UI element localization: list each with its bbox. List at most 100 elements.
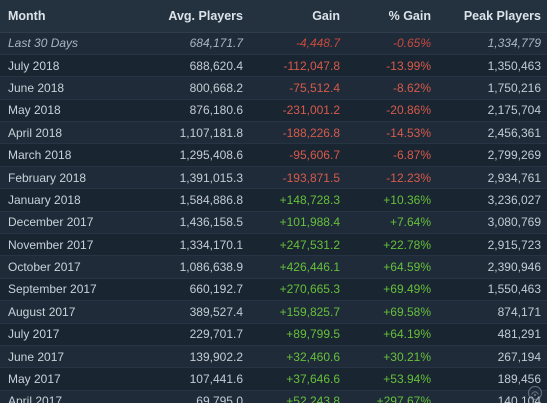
cell-avg-players: 1,391,015.3 bbox=[145, 166, 249, 190]
header-percent-gain[interactable]: % Gain bbox=[346, 0, 437, 33]
table-row: February 2018 1,391,015.3 -193,871.5 -12.23… bbox=[0, 166, 547, 190]
cell-peak-players: 267,194 bbox=[437, 345, 547, 369]
cell-avg-players: 229,701.7 bbox=[145, 323, 249, 346]
table-row: May 2017 107,441.6 +37,646.6 +53.94% 189,456 bbox=[0, 367, 547, 391]
cell-percent-gain: -20.86% bbox=[346, 99, 437, 123]
header-peak-players[interactable]: Peak Players bbox=[437, 0, 547, 33]
cell-peak-players: 2,934,761 bbox=[437, 166, 547, 190]
cell-gain: -75,512.4 bbox=[249, 76, 346, 100]
cell-month: June 2017 bbox=[0, 345, 145, 369]
cell-gain: -112,047.8 bbox=[249, 54, 346, 78]
table-row: April 2018 1,107,181.8 -188,226.8 -14.53% 2,… bbox=[0, 121, 547, 145]
table-body: Last 30 Days 684,171.7 -4,448.7 -0.65% 1,334… bbox=[0, 32, 547, 403]
cell-avg-players: 139,902.2 bbox=[145, 345, 249, 369]
header-avg-players[interactable]: Avg. Players bbox=[145, 0, 249, 33]
cell-avg-players: 660,192.7 bbox=[145, 278, 249, 302]
cell-gain: +32,460.6 bbox=[249, 345, 346, 369]
cell-month: September 2017 bbox=[0, 278, 145, 302]
cell-gain: -188,226.8 bbox=[249, 121, 346, 145]
cell-percent-gain: +69.58% bbox=[346, 300, 437, 324]
cell-percent-gain: +10.36% bbox=[346, 188, 437, 212]
table-row: June 2018 800,668.2 -75,512.4 -8.62% 1,750,2… bbox=[0, 76, 547, 100]
table-row: Last 30 Days 684,171.7 -4,448.7 -0.65% 1,334… bbox=[0, 32, 547, 55]
cell-gain: +52,243.8 bbox=[249, 390, 346, 403]
cell-gain: -95,606.7 bbox=[249, 143, 346, 167]
cell-month: October 2017 bbox=[0, 255, 145, 279]
cell-peak-players: 1,334,779 bbox=[437, 32, 547, 55]
cell-month: May 2018 bbox=[0, 99, 145, 123]
table-row: August 2017 389,527.4 +159,825.7 +69.58% 874… bbox=[0, 300, 547, 324]
table-row: October 2017 1,086,638.9 +426,446.1 +64.59%… bbox=[0, 255, 547, 279]
cell-month: August 2017 bbox=[0, 300, 145, 324]
cell-peak-players: 1,350,463 bbox=[437, 54, 547, 78]
cell-avg-players: 684,171.7 bbox=[145, 32, 249, 55]
table-row: November 2017 1,334,170.1 +247,531.2 +22.78… bbox=[0, 233, 547, 257]
cell-month: Last 30 Days bbox=[0, 32, 145, 55]
cell-avg-players: 389,527.4 bbox=[145, 300, 249, 324]
table-row: September 2017 660,192.7 +270,665.3 +69.49%… bbox=[0, 278, 547, 302]
cell-month: April 2017 bbox=[0, 390, 145, 403]
table-header-row: Month Avg. Players Gain % Gain Peak Play… bbox=[0, 0, 547, 33]
cell-peak-players: 481,291 bbox=[437, 323, 547, 346]
cell-percent-gain: +22.78% bbox=[346, 233, 437, 257]
cell-month: November 2017 bbox=[0, 233, 145, 257]
cell-percent-gain: -6.87% bbox=[346, 143, 437, 167]
table-row: January 2018 1,584,886.8 +148,728.3 +10.36%… bbox=[0, 188, 547, 212]
cell-avg-players: 876,180.6 bbox=[145, 99, 249, 123]
cell-peak-players: 2,175,704 bbox=[437, 99, 547, 123]
cell-month: April 2018 bbox=[0, 121, 145, 145]
cell-percent-gain: +7.64% bbox=[346, 211, 437, 235]
cell-percent-gain: +64.59% bbox=[346, 255, 437, 279]
header-gain[interactable]: Gain bbox=[249, 0, 346, 33]
cell-percent-gain: -13.99% bbox=[346, 54, 437, 78]
cell-month: January 2018 bbox=[0, 188, 145, 212]
cell-avg-players: 1,295,408.6 bbox=[145, 143, 249, 167]
cell-gain: -193,871.5 bbox=[249, 166, 346, 190]
cell-percent-gain: -14.53% bbox=[346, 121, 437, 145]
cell-gain: -231,001.2 bbox=[249, 99, 346, 123]
cell-peak-players: 2,390,946 bbox=[437, 255, 547, 279]
cell-percent-gain: +64.19% bbox=[346, 323, 437, 346]
cell-month: July 2017 bbox=[0, 323, 145, 346]
table-row: June 2017 139,902.2 +32,460.6 +30.21% 267,19… bbox=[0, 345, 547, 369]
table-row: March 2018 1,295,408.6 -95,606.7 -6.87% 2,79… bbox=[0, 143, 547, 167]
cell-gain: +247,531.2 bbox=[249, 233, 346, 257]
cell-percent-gain: +30.21% bbox=[346, 345, 437, 369]
cell-gain: +159,825.7 bbox=[249, 300, 346, 324]
cell-gain: +37,646.6 bbox=[249, 367, 346, 391]
cell-peak-players: 189,456 bbox=[437, 367, 547, 391]
table-row: July 2017 229,701.7 +89,799.5 +64.19% 481,29… bbox=[0, 323, 547, 346]
cell-gain: +101,988.4 bbox=[249, 211, 346, 235]
cell-gain: +148,728.3 bbox=[249, 188, 346, 212]
cell-peak-players: 2,799,269 bbox=[437, 143, 547, 167]
watermark-logo-icon bbox=[527, 385, 543, 401]
cell-percent-gain: +69.49% bbox=[346, 278, 437, 302]
cell-peak-players: 1,750,216 bbox=[437, 76, 547, 100]
cell-avg-players: 688,620.4 bbox=[145, 54, 249, 78]
cell-avg-players: 800,668.2 bbox=[145, 76, 249, 100]
cell-peak-players: 874,171 bbox=[437, 300, 547, 324]
cell-percent-gain: -8.62% bbox=[346, 76, 437, 100]
cell-avg-players: 1,436,158.5 bbox=[145, 211, 249, 235]
cell-percent-gain: -12.23% bbox=[346, 166, 437, 190]
cell-avg-players: 1,086,638.9 bbox=[145, 255, 249, 279]
cell-peak-players: 140,104 bbox=[437, 390, 547, 403]
cell-gain: +89,799.5 bbox=[249, 323, 346, 346]
header-month[interactable]: Month bbox=[0, 0, 145, 33]
cell-gain: +426,446.1 bbox=[249, 255, 346, 279]
cell-peak-players: 2,915,723 bbox=[437, 233, 547, 257]
cell-avg-players: 1,334,170.1 bbox=[145, 233, 249, 257]
cell-percent-gain: -0.65% bbox=[346, 32, 437, 55]
cell-percent-gain: +53.94% bbox=[346, 367, 437, 391]
cell-month: February 2018 bbox=[0, 166, 145, 190]
table-row: July 2018 688,620.4 -112,047.8 -13.99% 1,350… bbox=[0, 54, 547, 78]
cell-percent-gain: +297.67% bbox=[346, 390, 437, 403]
cell-gain: -4,448.7 bbox=[249, 32, 346, 55]
table-row: May 2018 876,180.6 -231,001.2 -20.86% 2,175,… bbox=[0, 99, 547, 123]
cell-peak-players: 2,456,361 bbox=[437, 121, 547, 145]
cell-month: July 2018 bbox=[0, 54, 145, 78]
cell-month: June 2018 bbox=[0, 76, 145, 100]
table-row: December 2017 1,436,158.5 +101,988.4 +7.64%… bbox=[0, 211, 547, 235]
